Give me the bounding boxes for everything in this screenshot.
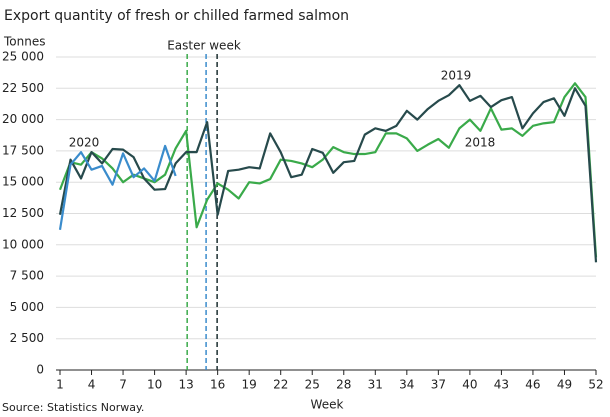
x-tick-label: 34: [399, 378, 414, 392]
x-tick-label: 22: [273, 378, 288, 392]
y-tick-label: 15 000: [2, 175, 44, 189]
y-tick-label: 2 500: [10, 331, 44, 345]
x-axis-label: Week: [311, 398, 344, 412]
y-tick-label: 25 000: [2, 50, 44, 64]
series-line: [58, 84, 598, 263]
y-tick-label: 17 500: [2, 143, 44, 157]
x-tick-label: 52: [588, 378, 603, 392]
x-tick-label: 46: [525, 378, 540, 392]
x-tick-label: 4: [88, 378, 96, 392]
y-tick-label: 10 000: [2, 237, 44, 251]
series-line: [58, 82, 598, 258]
x-tick-label: 28: [336, 378, 351, 392]
y-tick-label: 0: [36, 363, 44, 377]
x-tick-label: 10: [147, 378, 162, 392]
x-tick-label: 1: [56, 378, 64, 392]
x-tick-label: 43: [494, 378, 509, 392]
x-tick-label: 40: [462, 378, 477, 392]
x-tick-label: 25: [305, 378, 320, 392]
source: Source: Statistics Norway.: [2, 401, 144, 414]
y-tick-label: 20 000: [2, 112, 44, 126]
x-tick-label: 16: [210, 378, 225, 392]
x-tick-label: 37: [431, 378, 446, 392]
x-tick-label: 13: [178, 378, 193, 392]
y-tick-label: 5 000: [10, 300, 44, 314]
y-tick-label: 12 500: [2, 206, 44, 220]
x-tick-label: 19: [242, 378, 257, 392]
series-line: [58, 144, 177, 230]
easter-label: Easter week: [167, 39, 241, 53]
chart-title: Export quantity of fresh or chilled farm…: [4, 8, 349, 24]
series-label: 2020: [69, 136, 100, 150]
x-tick-label: 7: [119, 378, 127, 392]
x-tick-label: 49: [557, 378, 572, 392]
y-tick-label: 22 500: [2, 81, 44, 95]
y-tick-label: 7 500: [10, 269, 44, 283]
x-tick-label: 31: [368, 378, 383, 392]
series-label: 2018: [465, 136, 496, 150]
series-label: 2019: [441, 69, 472, 83]
y-axis-label: Tonnes: [3, 35, 45, 49]
